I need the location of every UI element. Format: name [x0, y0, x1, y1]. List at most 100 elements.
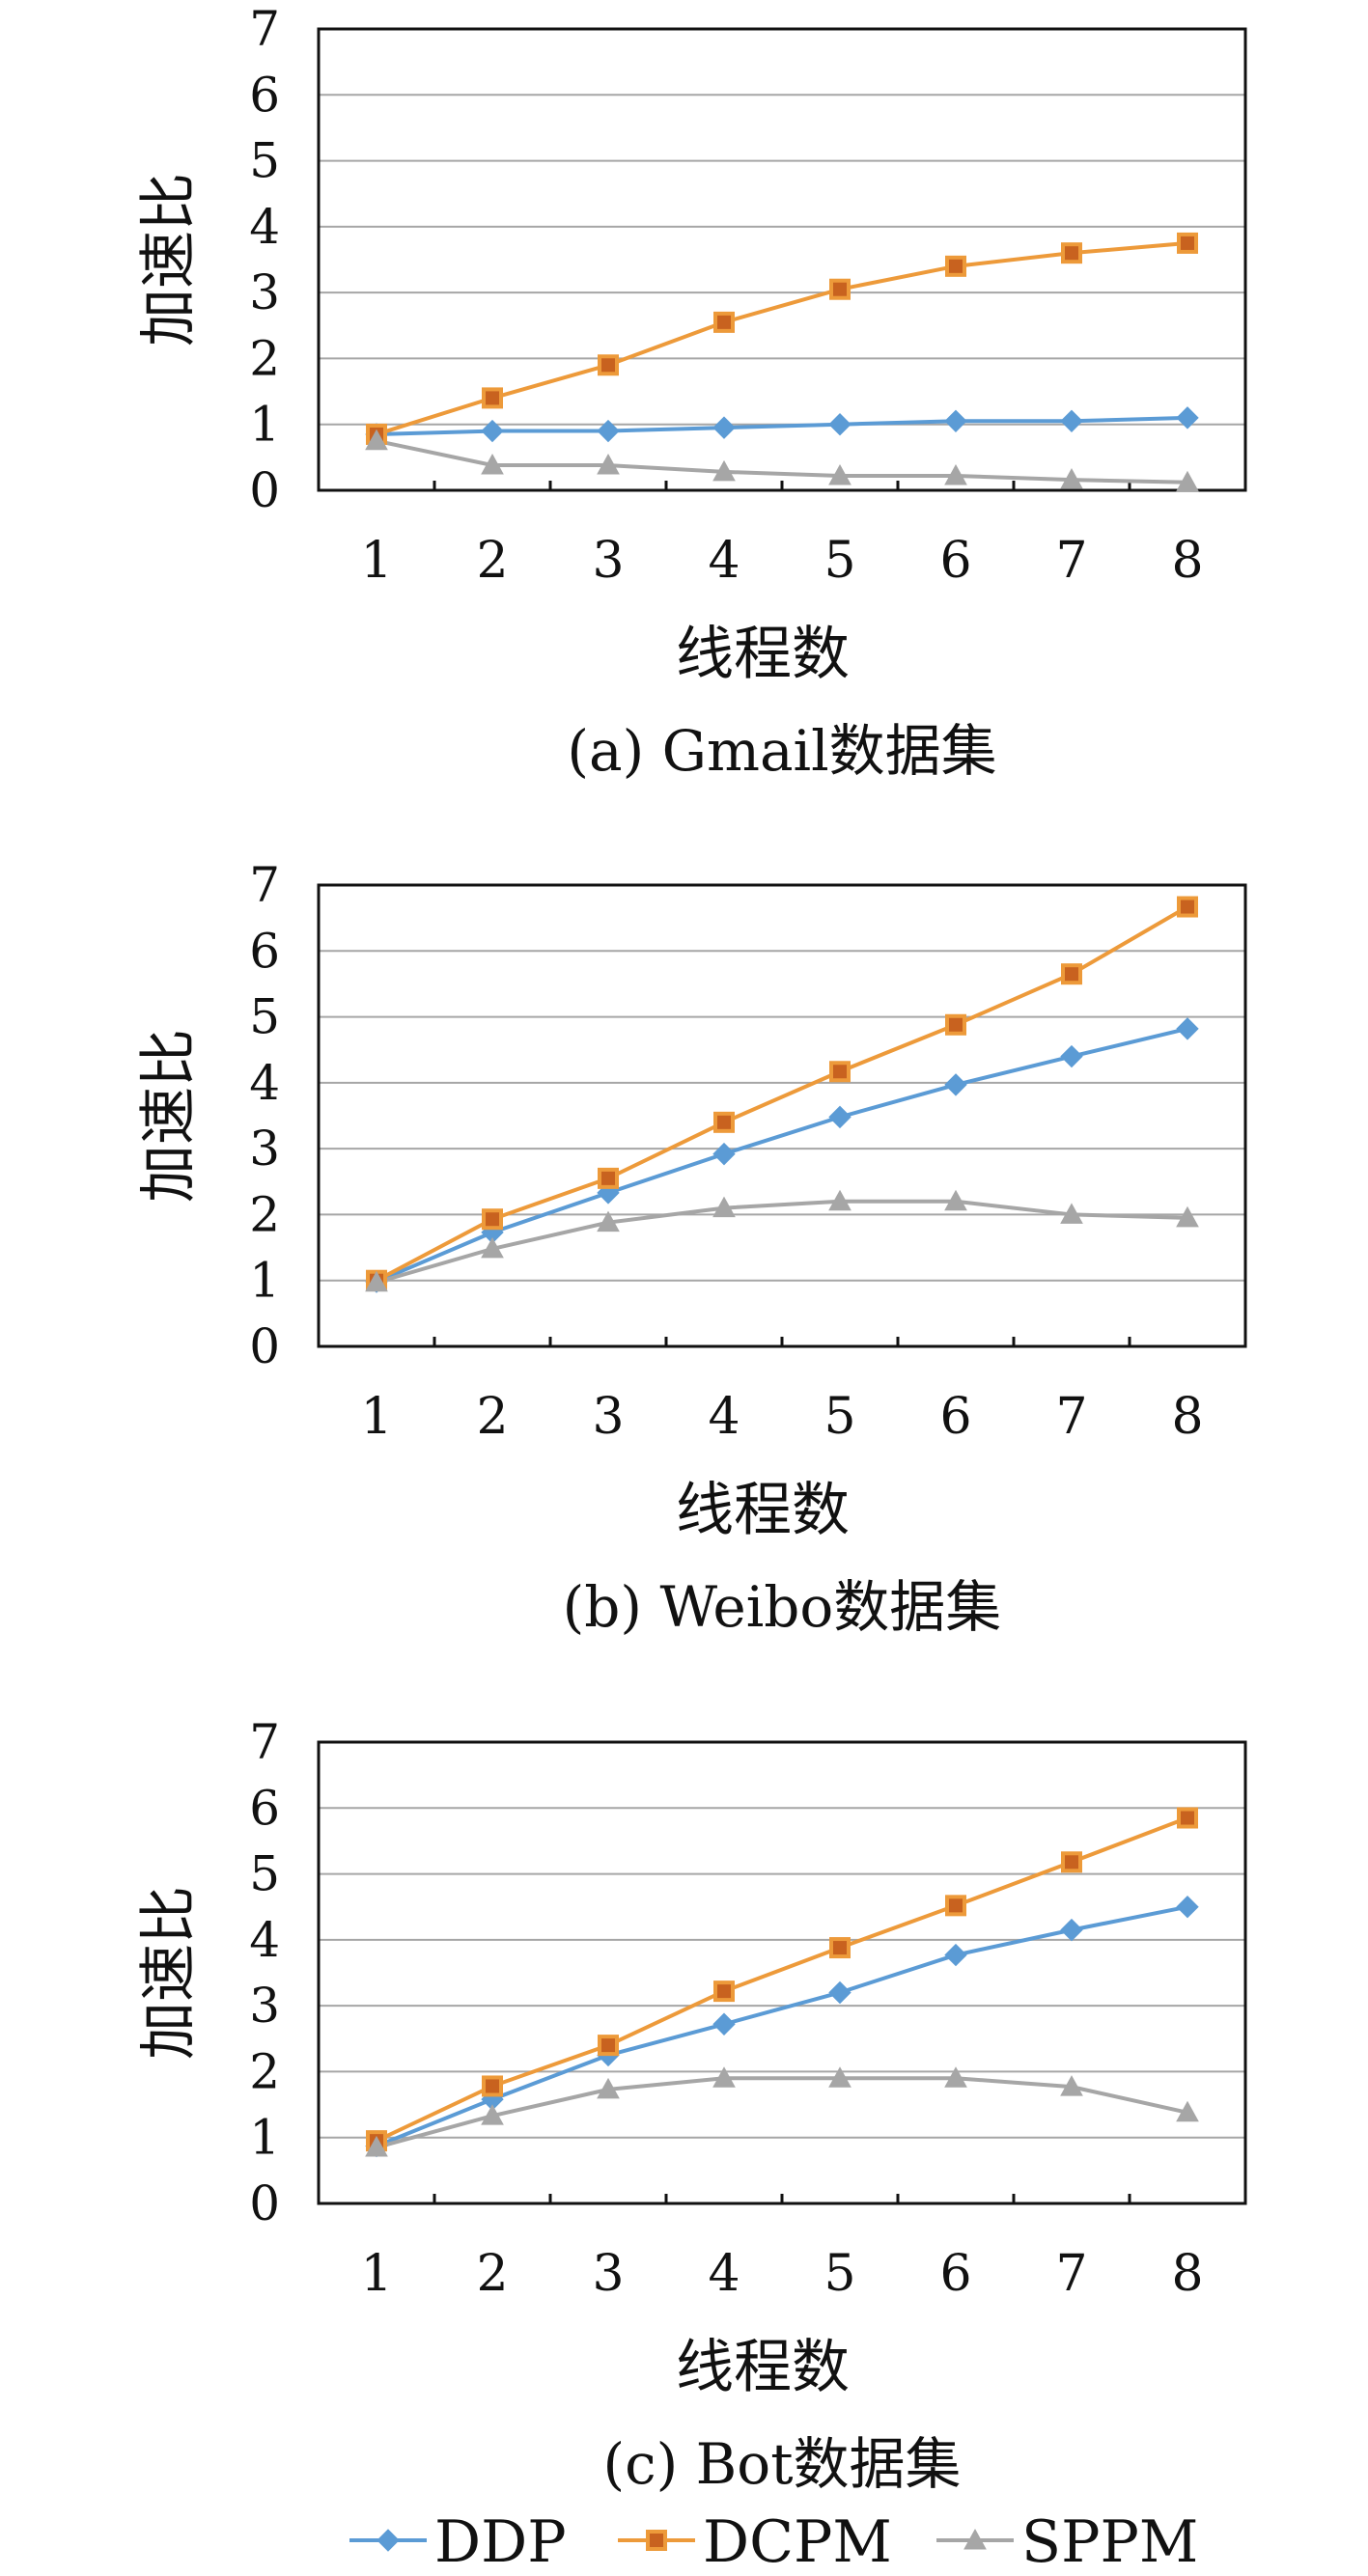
x-tick-label: 5: [824, 532, 855, 590]
data-point-sppm: [712, 2066, 736, 2088]
chart-caption: (c) Bot数据集: [602, 2431, 961, 2497]
data-point-dcpm: [829, 1061, 851, 1083]
data-point-ddp: [944, 1073, 967, 1096]
data-point-dcpm: [482, 1208, 503, 1231]
data-point-sppm: [597, 1210, 620, 1233]
data-point-ddp: [944, 409, 967, 433]
data-point-sppm: [944, 2066, 967, 2088]
data-point-sppm: [944, 1189, 967, 1211]
data-point-ddp: [712, 2012, 736, 2036]
chart-panel: 0 1 2 3 4 5 6 7 1 2 3 4 5 6 7 8 线程数 加速比 (a) Gmail数据集: [135, 1, 1247, 784]
y-tick-label: 1: [249, 397, 280, 453]
data-point-dcpm: [598, 2035, 619, 2057]
legend-label-ddp: DDP: [434, 2508, 567, 2576]
x-tick-label: 2: [476, 532, 508, 590]
data-point-dcpm: [1177, 896, 1198, 918]
data-point-sppm: [1060, 468, 1083, 489]
legend-marker-sppm: [963, 2528, 987, 2550]
data-point-ddp: [1060, 1918, 1083, 1942]
data-point-dcpm: [482, 2075, 503, 2097]
data-point-ddp: [1060, 1044, 1083, 1068]
data-point-sppm: [481, 454, 504, 475]
data-point-sppm: [944, 463, 967, 485]
data-point-ddp: [1176, 1896, 1199, 1919]
data-point-sppm: [481, 2104, 504, 2125]
y-tick-label: 0: [249, 2175, 280, 2231]
series-line-ddp: [376, 1904, 1188, 2148]
x-tick-label: 4: [708, 1388, 740, 1446]
y-axis-label: 加速比: [135, 1029, 203, 1203]
y-tick-label: 7: [249, 857, 280, 913]
x-tick-label: 1: [360, 2245, 392, 2303]
legend: DDP DCPM SPPM: [349, 2508, 1198, 2576]
data-point-dcpm: [598, 1167, 619, 1189]
data-point-sppm: [597, 2077, 620, 2099]
data-point-dcpm: [713, 1111, 735, 1133]
x-tick-label: 4: [708, 2245, 740, 2303]
data-point-sppm: [365, 429, 388, 451]
y-tick-label: 2: [249, 330, 280, 386]
data-point-ddp: [1176, 406, 1199, 429]
x-tick-label: 3: [592, 532, 624, 590]
data-point-dcpm: [482, 387, 503, 409]
series-line-ddp: [376, 415, 1188, 436]
chart-caption: (a) Gmail数据集: [567, 718, 996, 784]
series-line-dcpm: [376, 904, 1189, 1283]
legend-marker-dcpm: [646, 2530, 667, 2551]
y-tick-label: 1: [249, 2110, 280, 2166]
y-tick-label: 5: [249, 989, 280, 1045]
y-tick-label: 7: [249, 1714, 280, 1770]
data-point-dcpm: [1177, 1807, 1198, 1829]
x-tick-label: 5: [824, 1388, 855, 1446]
series-line-dcpm: [376, 1815, 1188, 2143]
data-point-ddp: [1060, 409, 1083, 433]
x-tick-label: 7: [1055, 2245, 1087, 2303]
data-point-dcpm: [598, 354, 619, 376]
data-point-sppm: [1060, 2075, 1083, 2096]
data-point-ddp: [712, 1142, 736, 1166]
data-point-dcpm: [945, 1013, 966, 1036]
series-line-sppm: [376, 1199, 1188, 1285]
data-point-ddp: [828, 413, 852, 436]
data-point-ddp: [828, 1980, 852, 2005]
y-tick-label: 4: [249, 1912, 280, 1968]
y-tick-label: 6: [249, 67, 280, 123]
y-tick-label: 2: [249, 1186, 280, 1242]
y-tick-label: 0: [249, 1318, 280, 1374]
data-point-dcpm: [1061, 963, 1082, 985]
data-point-ddp: [944, 1943, 967, 1967]
y-tick-label: 6: [249, 923, 280, 979]
data-point-dcpm: [1061, 242, 1082, 264]
chart-caption: (b) Weibo数据集: [563, 1574, 1002, 1640]
y-tick-label: 4: [249, 1055, 280, 1111]
x-tick-label: 5: [824, 2245, 855, 2303]
y-tick-label: 3: [249, 1121, 280, 1177]
x-tick-label: 7: [1055, 532, 1087, 590]
legend-label-dcpm: DCPM: [703, 2508, 892, 2576]
data-point-dcpm: [713, 311, 735, 333]
data-point-sppm: [481, 1236, 504, 1259]
y-tick-label: 2: [249, 2043, 280, 2099]
legend-marker-ddp: [377, 2529, 400, 2552]
y-tick-label: 3: [249, 1978, 280, 2034]
data-point-dcpm: [829, 278, 851, 300]
data-point-sppm: [828, 463, 852, 485]
plot-frame: [317, 1740, 1247, 2205]
data-point-dcpm: [945, 255, 966, 277]
x-tick-label: 1: [360, 1388, 392, 1446]
x-axis-label: 线程数: [676, 2334, 850, 2401]
x-tick-label: 2: [476, 1388, 508, 1446]
y-tick-label: 3: [249, 264, 280, 320]
series-line-sppm: [376, 438, 1188, 485]
x-tick-label: 8: [1171, 1388, 1203, 1446]
data-point-sppm: [1176, 1205, 1199, 1228]
x-tick-label: 8: [1171, 2245, 1203, 2303]
y-axis-label: 加速比: [135, 1886, 203, 2060]
x-tick-label: 6: [939, 532, 971, 590]
x-tick-label: 4: [708, 532, 740, 590]
series-line-sppm: [376, 2076, 1188, 2149]
data-point-dcpm: [829, 1937, 851, 1959]
x-axis-label: 线程数: [676, 1477, 850, 1544]
data-point-dcpm: [945, 1895, 966, 1917]
data-point-dcpm: [1177, 232, 1198, 254]
